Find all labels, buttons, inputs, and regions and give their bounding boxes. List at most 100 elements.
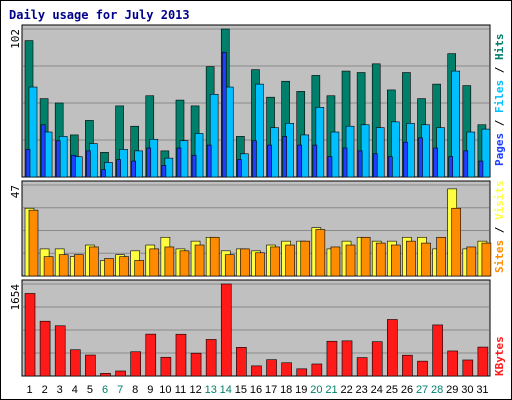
- pages-bar-day-28: [433, 147, 438, 178]
- sites-bar-day-4: [73, 254, 84, 277]
- sites-bar-day-13: [209, 236, 220, 277]
- pages-bar-day-20: [312, 144, 318, 178]
- kbytes-bar-day-8: [130, 351, 141, 377]
- kbytes-bar-day-9: [145, 333, 157, 377]
- sites-bar-day-17: [270, 246, 280, 277]
- day-label-23: 23: [356, 384, 368, 396]
- files-bar-day-25: [391, 121, 400, 178]
- sites-bar-day-9: [149, 248, 160, 277]
- kbytes-bar-day-26: [402, 354, 413, 377]
- files-bar-day-13: [209, 93, 219, 178]
- pages-bar-day-23: [357, 150, 363, 178]
- sites-bar-day-23: [360, 236, 371, 277]
- legend-hits: Hits: [493, 34, 506, 61]
- panel-1-legend: Pages / Files / Hits: [493, 34, 506, 167]
- kbytes-bar-day-22: [341, 340, 353, 377]
- kbytes-bar-day-19: [296, 368, 308, 377]
- day-label-3: 3: [57, 384, 63, 396]
- pages-bar-day-14: [221, 51, 227, 178]
- files-bar-day-24: [375, 127, 385, 178]
- sites-bar-day-5: [89, 246, 99, 277]
- sites-bar-day-18: [285, 244, 295, 277]
- pages-bar-day-1: [25, 149, 31, 178]
- sites-bar-day-30: [466, 246, 477, 277]
- sites-bar-day-14: [224, 254, 235, 277]
- pages-bar-day-3: [55, 140, 61, 178]
- kbytes-bar-day-24: [371, 341, 383, 377]
- day-label-10: 10: [159, 384, 171, 396]
- pages-bar-day-7: [116, 159, 121, 178]
- sites-bar-day-26: [406, 240, 416, 277]
- sites-bar-day-10: [164, 246, 175, 277]
- day-label-20: 20: [310, 384, 322, 396]
- kbytes-bar-day-11: [175, 333, 187, 377]
- files-bar-day-21: [330, 131, 340, 178]
- day-label-13: 13: [205, 384, 217, 396]
- sites-bar-day-16: [255, 252, 265, 277]
- kbytes-bar-day-6: [100, 373, 111, 377]
- kbytes-bar-day-17: [266, 359, 277, 377]
- pages-bar-day-16: [252, 140, 257, 178]
- legend-pages: Pages: [493, 133, 506, 166]
- files-bar-day-1: [28, 86, 38, 178]
- legend-kbytes: KBytes: [493, 336, 506, 376]
- day-label-17: 17: [265, 384, 277, 396]
- day-label-8: 8: [132, 384, 138, 396]
- kbytes-bar-day-20: [311, 363, 323, 377]
- day-label-29: 29: [446, 384, 458, 396]
- day-label-18: 18: [280, 384, 292, 396]
- sites-bar-day-3: [58, 254, 69, 277]
- files-bar-day-31: [481, 128, 491, 178]
- day-label-11: 11: [175, 384, 186, 396]
- panel-2-y-max-label: 47: [9, 185, 22, 198]
- pages-bar-day-21: [327, 156, 333, 178]
- kbytes-bar-day-18: [281, 362, 292, 377]
- day-label-5: 5: [87, 384, 93, 396]
- pages-bar-day-27: [418, 137, 423, 178]
- pages-bar-day-5: [86, 150, 91, 178]
- day-label-26: 26: [401, 384, 413, 396]
- day-label-4: 4: [72, 384, 78, 396]
- sites-bar-day-27: [421, 242, 431, 277]
- sites-bar-day-8: [134, 260, 144, 277]
- panel-2-legend: Sites / Visits: [493, 180, 506, 273]
- kbytes-bar-day-4: [69, 349, 81, 377]
- pages-bar-day-17: [267, 144, 272, 178]
- kbytes-bar-day-21: [326, 340, 338, 377]
- day-label-25: 25: [386, 384, 398, 396]
- day-label-27: 27: [416, 384, 428, 396]
- legend-sites: Sites: [493, 240, 506, 273]
- day-label-21: 21: [325, 384, 337, 396]
- sites-bar-day-25: [391, 244, 401, 277]
- sites-bar-day-20: [315, 229, 326, 277]
- day-label-16: 16: [250, 384, 262, 396]
- kbytes-bar-day-10: [160, 356, 172, 377]
- sites-bar-day-6: [104, 258, 114, 277]
- kbytes-bar-day-25: [387, 319, 398, 377]
- day-label-15: 15: [235, 384, 247, 396]
- sites-bar-day-19: [300, 240, 311, 277]
- pages-bar-day-29: [448, 156, 454, 178]
- kbytes-bar-day-5: [85, 354, 96, 377]
- pages-bar-day-31: [478, 160, 484, 178]
- pages-bar-day-9: [146, 147, 152, 178]
- day-label-22: 22: [340, 384, 352, 396]
- pages-bar-day-18: [282, 136, 287, 178]
- sites-bar-day-7: [119, 256, 129, 277]
- day-label-6: 6: [102, 384, 108, 396]
- sites-bar-day-22: [345, 244, 356, 277]
- kbytes-bar-day-13: [205, 339, 217, 377]
- kbytes-bar-day-28: [432, 324, 443, 377]
- pages-bar-day-19: [297, 144, 303, 178]
- day-label-28: 28: [431, 384, 443, 396]
- kbytes-bar-day-3: [54, 325, 66, 377]
- kbytes-bar-day-15: [236, 347, 247, 377]
- chart-title: Daily usage for July 2013: [9, 8, 190, 22]
- pages-bar-day-10: [161, 165, 167, 178]
- files-bar-day-29: [451, 70, 461, 178]
- pages-bar-day-25: [388, 156, 393, 178]
- pages-bar-day-2: [40, 124, 46, 178]
- kbytes-bar-day-1: [24, 293, 36, 377]
